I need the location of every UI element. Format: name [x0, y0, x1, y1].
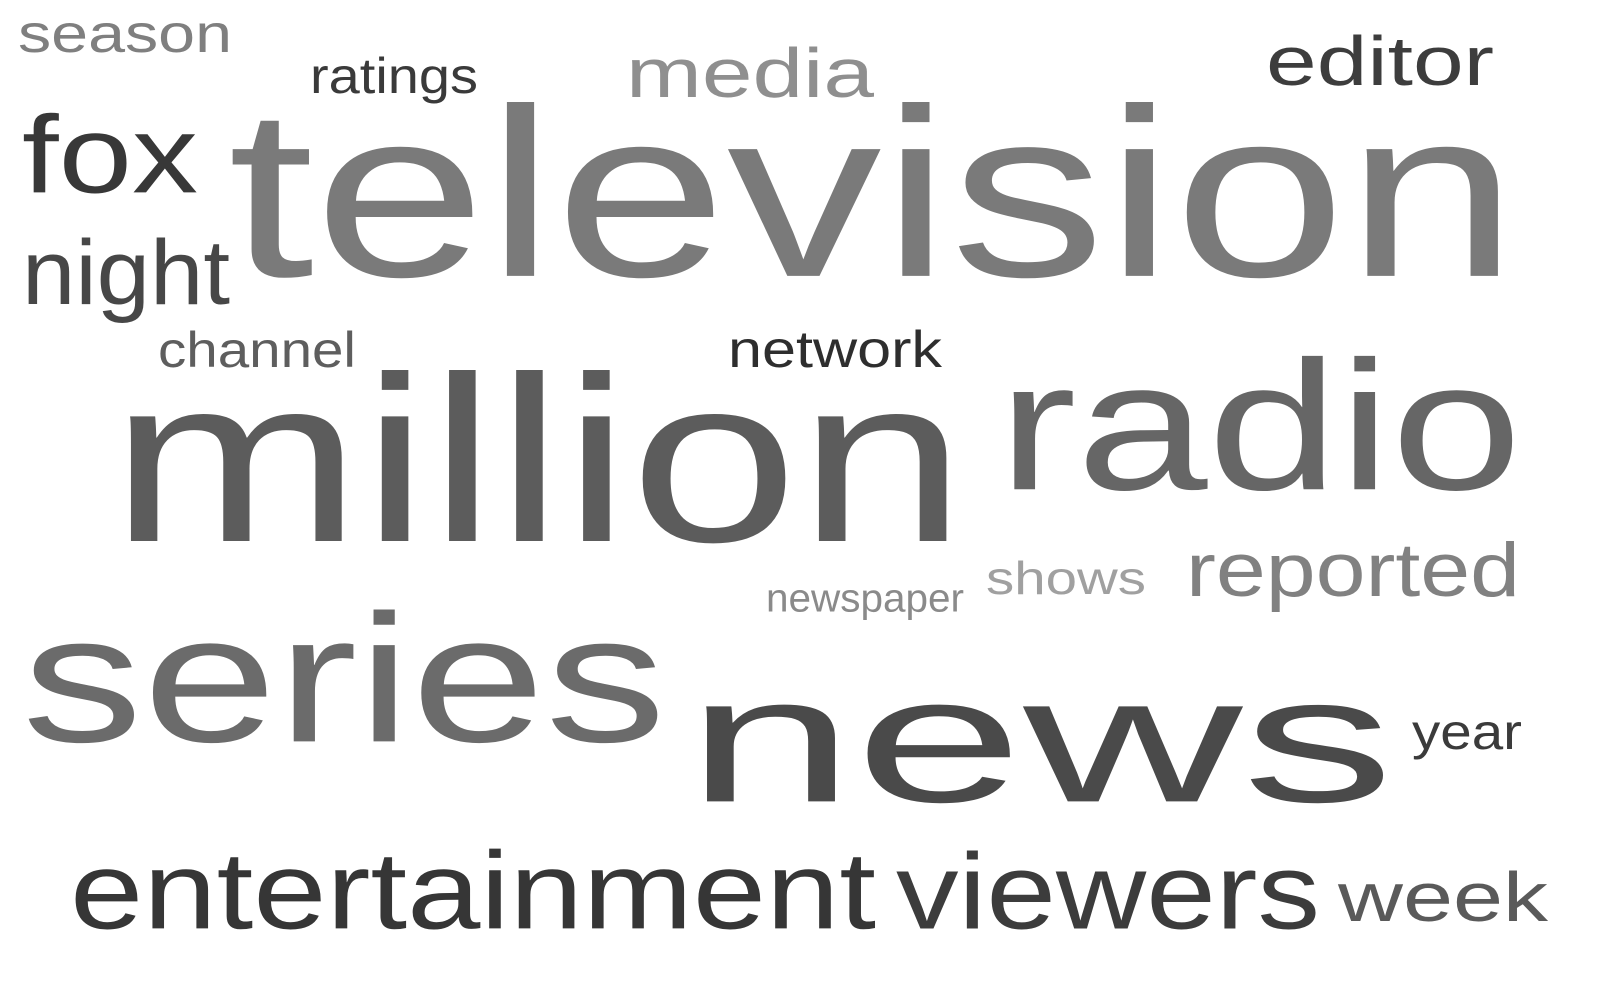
word-ratings: ratings — [310, 48, 478, 105]
word-week: week — [1338, 857, 1548, 937]
word-newspaper: newspaper — [766, 575, 965, 620]
word-year: year — [1412, 704, 1522, 761]
word-radio: radio — [998, 322, 1522, 529]
word-reported: reported — [1186, 527, 1521, 613]
word-channel: channel — [158, 322, 356, 379]
word-viewers: viewers — [896, 831, 1320, 953]
word-media: media — [626, 33, 874, 113]
word-night: night — [22, 222, 231, 325]
word-network: network — [728, 320, 942, 379]
word-million: million — [110, 327, 966, 592]
word-fox: fox — [22, 93, 199, 217]
word-entertainment: entertainment — [70, 829, 876, 953]
word-shows: shows — [986, 553, 1147, 605]
word-season: season — [18, 4, 233, 65]
word-editor: editor — [1266, 21, 1495, 101]
word-news: news — [686, 639, 1394, 841]
word-series: series — [22, 577, 667, 781]
word-television: television — [228, 59, 1519, 328]
